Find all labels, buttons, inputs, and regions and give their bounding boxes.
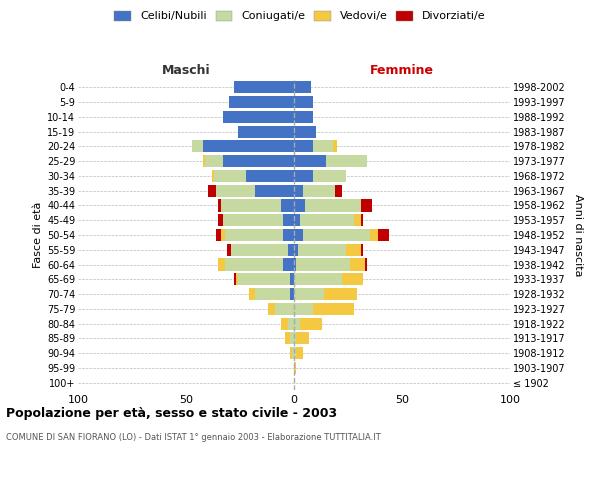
Text: COMUNE DI SAN FIORANO (LO) - Dati ISTAT 1° gennaio 2003 - Elaborazione TUTTITALI: COMUNE DI SAN FIORANO (LO) - Dati ISTAT … bbox=[6, 432, 381, 442]
Bar bbox=[236, 273, 238, 285]
Y-axis label: Anni di nascita: Anni di nascita bbox=[572, 194, 583, 276]
Bar bbox=[298, 244, 346, 256]
Bar bbox=[281, 318, 287, 330]
Legend: Celibi/Nubili, Coniugati/e, Vedovi/e, Divorziati/e: Celibi/Nubili, Coniugati/e, Vedovi/e, Di… bbox=[115, 10, 485, 22]
Bar bbox=[223, 155, 294, 167]
Bar bbox=[294, 184, 302, 197]
Bar bbox=[294, 126, 316, 138]
Bar bbox=[223, 111, 294, 123]
Bar bbox=[296, 347, 302, 359]
Bar bbox=[238, 273, 290, 285]
Bar bbox=[290, 273, 294, 285]
Bar bbox=[294, 303, 313, 315]
Bar bbox=[268, 303, 275, 315]
Bar bbox=[255, 288, 290, 300]
Bar bbox=[294, 214, 301, 226]
Bar bbox=[294, 347, 296, 359]
Bar bbox=[218, 200, 221, 211]
Bar bbox=[365, 258, 367, 270]
Bar bbox=[301, 318, 322, 330]
Bar bbox=[193, 140, 203, 152]
Bar bbox=[333, 140, 337, 152]
Bar bbox=[361, 214, 363, 226]
Bar bbox=[212, 170, 214, 182]
Y-axis label: Fasce di età: Fasce di età bbox=[32, 202, 43, 268]
Bar bbox=[294, 155, 326, 167]
Bar bbox=[275, 303, 294, 315]
Bar bbox=[283, 258, 294, 270]
Bar bbox=[216, 184, 255, 197]
Bar bbox=[361, 200, 372, 211]
Bar bbox=[233, 273, 236, 285]
Bar bbox=[255, 184, 294, 197]
Bar bbox=[335, 184, 341, 197]
Bar bbox=[225, 229, 283, 241]
Bar bbox=[203, 140, 294, 152]
Bar bbox=[350, 258, 365, 270]
Bar bbox=[233, 82, 294, 94]
Bar bbox=[290, 332, 294, 344]
Bar bbox=[378, 229, 389, 241]
Bar bbox=[287, 244, 294, 256]
Bar bbox=[281, 200, 294, 211]
Bar bbox=[294, 96, 313, 108]
Bar bbox=[294, 229, 302, 241]
Bar bbox=[294, 140, 313, 152]
Bar bbox=[294, 82, 311, 94]
Bar bbox=[294, 200, 305, 211]
Bar bbox=[296, 332, 309, 344]
Bar bbox=[294, 111, 313, 123]
Bar bbox=[218, 258, 225, 270]
Bar bbox=[294, 244, 298, 256]
Bar bbox=[229, 96, 294, 108]
Bar bbox=[294, 258, 296, 270]
Bar bbox=[221, 229, 225, 241]
Bar bbox=[283, 214, 294, 226]
Bar bbox=[294, 362, 296, 374]
Bar bbox=[313, 303, 355, 315]
Bar bbox=[227, 244, 232, 256]
Bar bbox=[294, 288, 324, 300]
Text: Femmine: Femmine bbox=[370, 64, 434, 78]
Bar bbox=[341, 273, 363, 285]
Bar bbox=[248, 288, 255, 300]
Bar bbox=[302, 184, 335, 197]
Bar bbox=[324, 288, 356, 300]
Bar bbox=[346, 244, 361, 256]
Bar bbox=[292, 347, 294, 359]
Bar bbox=[287, 318, 294, 330]
Bar bbox=[370, 229, 378, 241]
Bar bbox=[286, 332, 290, 344]
Bar bbox=[313, 140, 333, 152]
Bar bbox=[221, 200, 281, 211]
Bar bbox=[296, 258, 350, 270]
Bar bbox=[218, 214, 223, 226]
Bar bbox=[301, 214, 355, 226]
Bar bbox=[223, 214, 283, 226]
Bar bbox=[294, 170, 313, 182]
Bar bbox=[326, 155, 367, 167]
Bar bbox=[238, 126, 294, 138]
Bar bbox=[290, 347, 292, 359]
Bar bbox=[208, 184, 216, 197]
Bar bbox=[283, 229, 294, 241]
Text: Popolazione per età, sesso e stato civile - 2003: Popolazione per età, sesso e stato civil… bbox=[6, 408, 337, 420]
Bar bbox=[214, 170, 247, 182]
Bar bbox=[232, 244, 287, 256]
Bar bbox=[225, 258, 283, 270]
Text: Maschi: Maschi bbox=[161, 64, 211, 78]
Bar bbox=[294, 318, 301, 330]
Bar bbox=[361, 244, 363, 256]
Bar bbox=[313, 170, 346, 182]
Bar bbox=[247, 170, 294, 182]
Bar bbox=[355, 214, 361, 226]
Bar bbox=[305, 200, 361, 211]
Bar bbox=[302, 229, 370, 241]
Bar bbox=[290, 288, 294, 300]
Bar bbox=[216, 229, 221, 241]
Bar bbox=[205, 155, 223, 167]
Bar bbox=[294, 273, 341, 285]
Bar bbox=[294, 332, 296, 344]
Bar bbox=[203, 155, 205, 167]
